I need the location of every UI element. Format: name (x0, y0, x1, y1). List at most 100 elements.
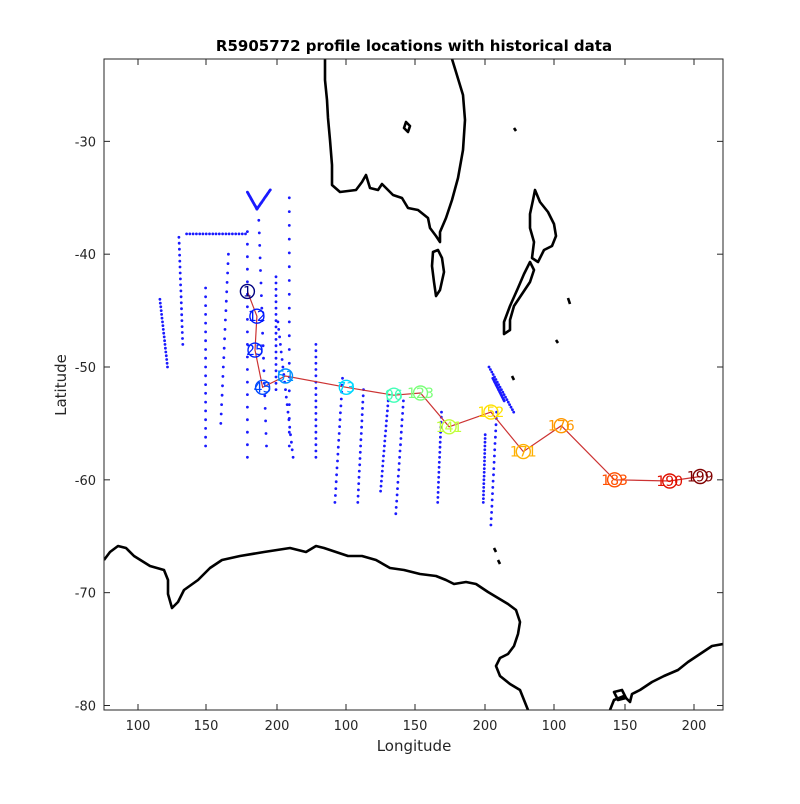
historical-point (274, 294, 278, 297)
float-track (246, 291, 701, 482)
historical-point (158, 301, 162, 305)
historical-point (494, 429, 498, 433)
historical-point (314, 430, 318, 434)
historical-point (505, 398, 509, 401)
historical-point (246, 418, 249, 422)
historical-point (257, 218, 261, 222)
historical-point (358, 463, 362, 467)
historical-point (438, 440, 442, 444)
historical-point (286, 410, 290, 414)
historical-point (397, 468, 401, 472)
historical-point (357, 475, 361, 479)
historical-point (204, 365, 208, 369)
historical-point (482, 493, 485, 497)
y-axis-label: Latitude (52, 354, 70, 416)
historical-point (498, 385, 502, 389)
historical-point (264, 419, 267, 423)
historical-point (191, 232, 195, 236)
historical-point (180, 331, 184, 334)
historical-point (399, 437, 403, 440)
historical-point (287, 403, 291, 406)
profile-marker (247, 342, 263, 358)
historical-point (290, 440, 293, 444)
historical-point (274, 306, 278, 310)
historical-point (204, 435, 208, 439)
historical-point (284, 388, 287, 391)
y-tick-label: -40 (75, 248, 96, 263)
historical-point (491, 479, 495, 483)
historical-point (493, 448, 497, 452)
historical-point (287, 320, 291, 324)
historical-point (214, 232, 218, 236)
historical-point (436, 491, 440, 494)
historical-point (437, 460, 441, 464)
historical-point (287, 361, 291, 365)
historical-point (334, 480, 338, 484)
historical-point (400, 418, 404, 422)
historical-point (177, 241, 181, 245)
historical-point (204, 286, 208, 290)
historical-point (279, 343, 282, 346)
historical-point (494, 435, 497, 439)
x-axis-ticks: 100 150 200 100 150 200 100 150 200 (126, 59, 706, 734)
historical-point (201, 232, 205, 236)
historical-point (360, 419, 364, 423)
historical-point (162, 335, 166, 339)
historical-point (204, 295, 208, 299)
historical-point (159, 305, 163, 309)
profile-marker (606, 472, 623, 488)
historical-point (179, 283, 183, 287)
historical-point (337, 438, 341, 442)
historical-point (274, 275, 278, 279)
historical-point (439, 430, 442, 434)
historical-point (223, 337, 227, 341)
historical-point (246, 255, 249, 259)
historical-point (359, 444, 362, 448)
profile-marker (483, 404, 499, 420)
historical-point (483, 448, 487, 452)
historical-point (163, 343, 167, 346)
historical-point (494, 423, 498, 427)
historical-point (246, 455, 249, 459)
historical-point (482, 467, 486, 470)
historical-point (483, 433, 487, 437)
x-axis-label: Longitude (377, 737, 452, 755)
historical-point (334, 494, 337, 497)
historical-point (399, 443, 402, 447)
historical-point (198, 232, 202, 236)
historical-point (440, 410, 443, 414)
profile-label: 12 (248, 309, 266, 325)
historical-point (483, 444, 487, 448)
profile-marker (553, 418, 569, 434)
historical-point (396, 487, 399, 490)
historical-point (361, 400, 365, 404)
historical-point (287, 196, 291, 200)
historical-point (287, 430, 291, 434)
historical-point (339, 397, 343, 401)
historical-point (204, 383, 208, 386)
historical-point (227, 232, 231, 236)
historical-point (204, 374, 208, 378)
historical-point (224, 309, 228, 312)
historical-point (489, 517, 493, 521)
coastline (104, 59, 723, 710)
float-track-line (246, 291, 701, 482)
historical-point (274, 369, 278, 373)
historical-point (382, 449, 386, 453)
historical-point (180, 325, 184, 328)
historical-point (285, 403, 289, 406)
historical-point (261, 344, 265, 348)
historical-point (274, 356, 278, 360)
historical-point (204, 313, 208, 316)
historical-point (246, 343, 249, 346)
historical-point (314, 386, 318, 390)
profile-label: 152 (478, 405, 505, 421)
historical-point (225, 281, 229, 284)
historical-point (274, 344, 278, 348)
historical-point (360, 425, 363, 429)
historical-point (508, 403, 511, 406)
historical-point (279, 350, 283, 354)
historical-point (161, 328, 165, 331)
historical-point (277, 328, 281, 331)
chart-title: R5905772 profile locations with historic… (216, 37, 612, 55)
